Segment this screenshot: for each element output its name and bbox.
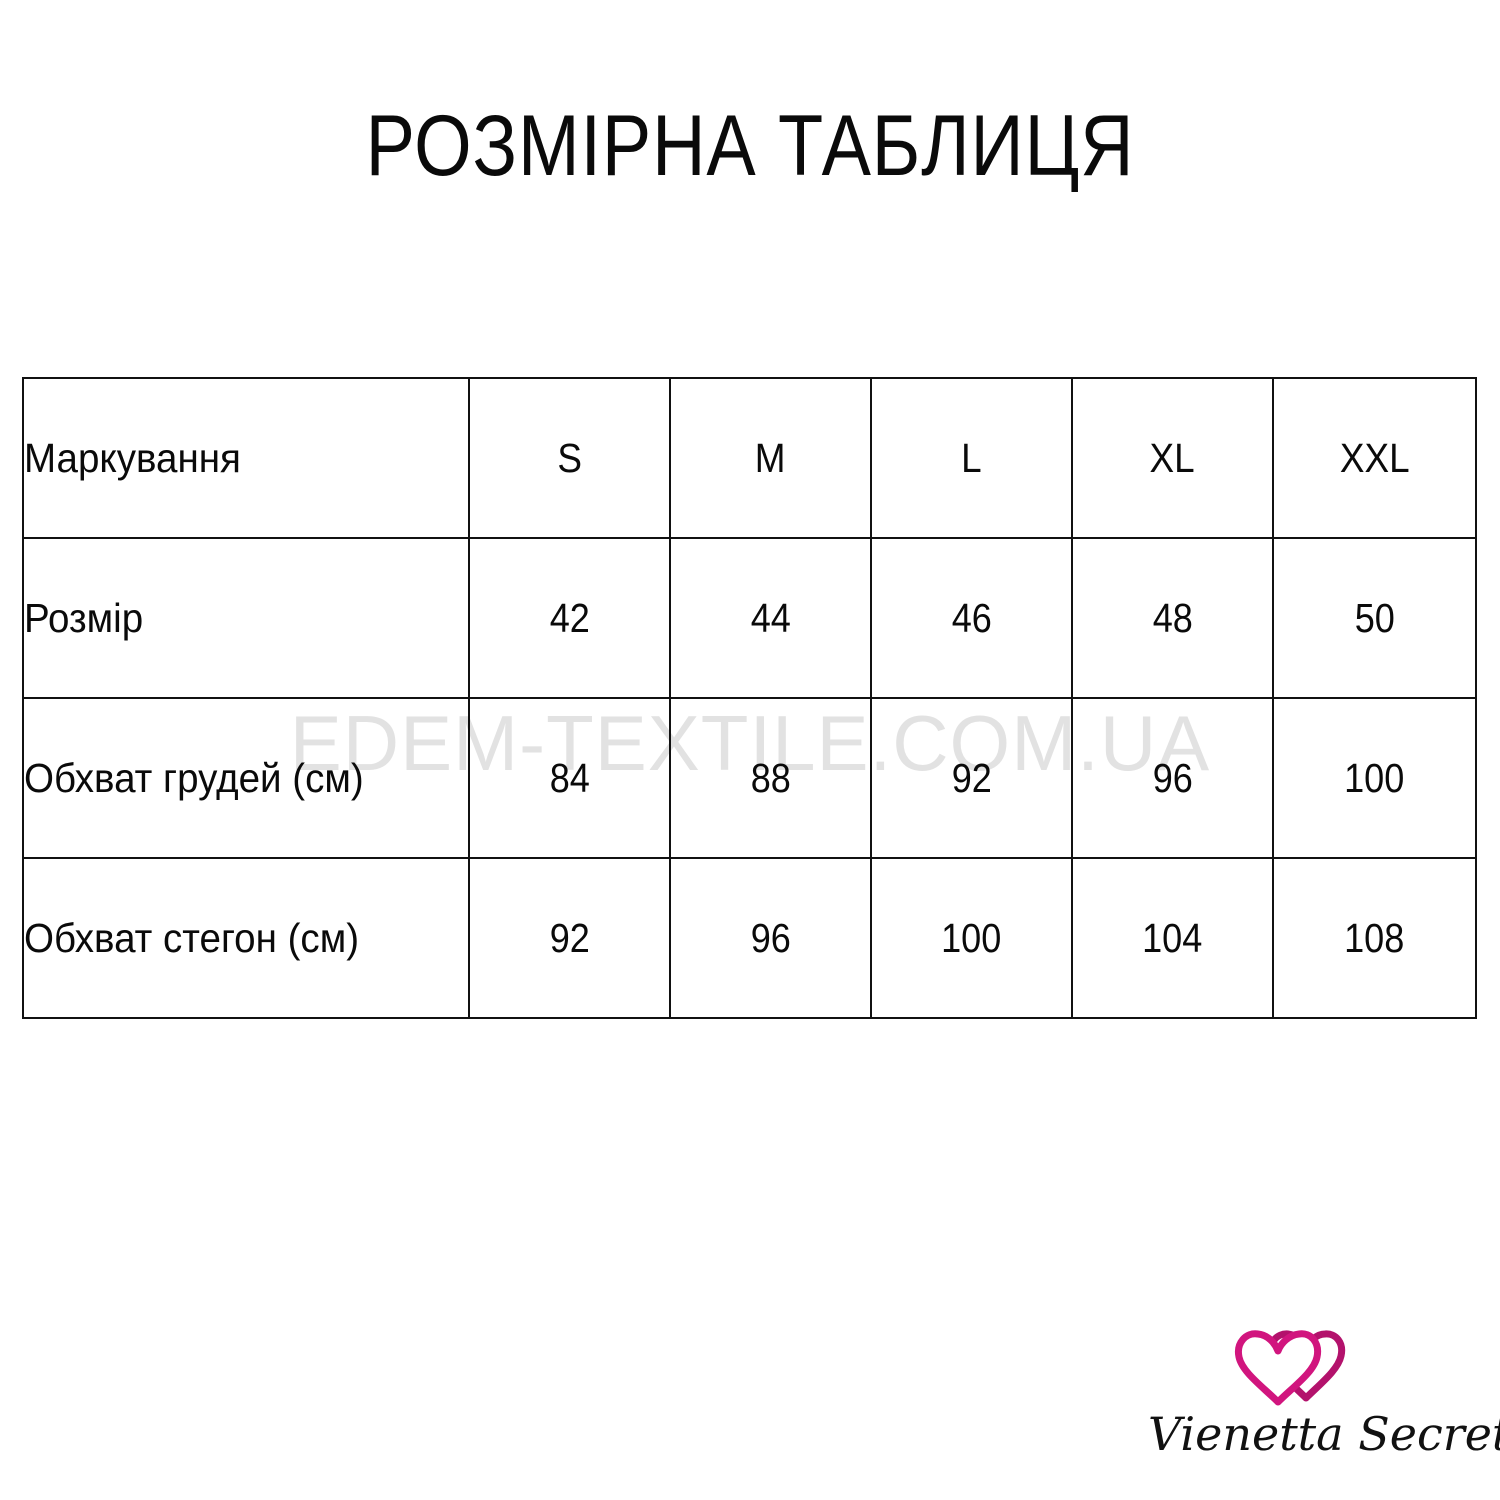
row-label-chest: Обхват грудей (см) xyxy=(22,697,470,859)
column-header-xxl: XXL xyxy=(1272,377,1477,539)
cell-chest-l: 92 xyxy=(870,697,1073,859)
table-row: Обхват стегон (см) 92 96 100 104 108 xyxy=(22,857,1477,1019)
column-header-m: M xyxy=(669,377,872,539)
cell-chest-xl: 96 xyxy=(1071,697,1274,859)
page-title: РОЗМІРНА ТАБЛИЦЯ xyxy=(365,98,1135,194)
table-row: Обхват грудей (см) 84 88 92 96 100 xyxy=(22,697,1477,859)
brand-logo: Vienetta Secret xyxy=(1148,1322,1500,1482)
double-heart-icon xyxy=(1234,1330,1346,1406)
cell-size-xxl: 50 xyxy=(1272,537,1477,699)
brand-wordmark: Vienetta Secret xyxy=(1148,1407,1500,1461)
cell-size-s: 42 xyxy=(468,537,671,699)
cell-hips-m: 96 xyxy=(669,857,872,1019)
cell-size-xl: 48 xyxy=(1071,537,1274,699)
cell-chest-xxl: 100 xyxy=(1272,697,1477,859)
row-label-hips: Обхват стегон (см) xyxy=(22,857,470,1019)
cell-size-l: 46 xyxy=(870,537,1073,699)
row-label-size: Розмір xyxy=(22,537,470,699)
table-header-row: Маркування S M L XL XXL xyxy=(22,377,1477,539)
table-row: Розмір 42 44 46 48 50 xyxy=(22,537,1477,699)
size-chart-table-container: Маркування S M L XL XXL xyxy=(22,377,1477,1019)
row-header-label: Маркування xyxy=(24,435,241,481)
cell-chest-s: 84 xyxy=(468,697,671,859)
column-header-s: S xyxy=(468,377,671,539)
cell-chest-m: 88 xyxy=(669,697,872,859)
header-label-cell: Маркування xyxy=(22,377,470,539)
cell-size-m: 44 xyxy=(669,537,872,699)
cell-hips-l: 100 xyxy=(870,857,1073,1019)
cell-hips-s: 92 xyxy=(468,857,671,1019)
cell-hips-xxl: 108 xyxy=(1272,857,1477,1019)
column-header-l: L xyxy=(870,377,1073,539)
cell-hips-xl: 104 xyxy=(1071,857,1274,1019)
column-header-xl: XL xyxy=(1071,377,1274,539)
size-chart-table: Маркування S M L XL XXL xyxy=(22,377,1477,1019)
